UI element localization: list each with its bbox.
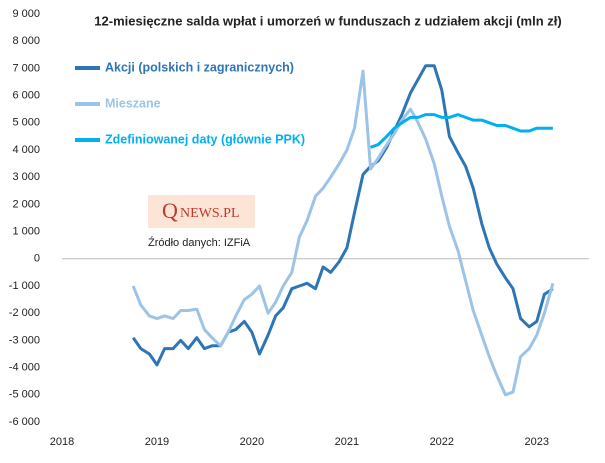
x-tick-label: 2020 — [240, 436, 264, 448]
y-tick-label: 4 000 — [12, 144, 40, 156]
source-note: Źródło danych: IZFiA — [148, 236, 251, 249]
y-tick-label: -1 000 — [9, 280, 40, 292]
y-tick-label: -2 000 — [9, 307, 40, 319]
x-tick-label: 2018 — [50, 436, 74, 448]
legend-label: Zdefiniowanej daty (głównie PPK) — [105, 132, 305, 146]
x-tick-label: 2021 — [335, 436, 359, 448]
logo-initial: Q — [162, 198, 178, 223]
x-tick-label: 2023 — [525, 436, 549, 448]
series-line — [131, 69, 555, 397]
legend-label: Mieszane — [105, 96, 161, 110]
y-tick-label: 9 000 — [12, 8, 40, 20]
series-line — [370, 113, 553, 149]
y-tick-label: 0 — [34, 253, 40, 265]
logo-text: NEWS.PL — [180, 206, 240, 221]
y-tick-label: 3 000 — [12, 171, 40, 183]
x-tick-label: 2019 — [145, 436, 169, 448]
logo-box — [148, 195, 255, 228]
y-tick-label: 8 000 — [12, 35, 40, 47]
y-tick-label: -5 000 — [9, 389, 40, 401]
y-tick-label: -6 000 — [9, 416, 40, 428]
y-tick-label: 5 000 — [12, 117, 40, 129]
y-tick-label: 6 000 — [12, 90, 40, 102]
y-tick-label: 2 000 — [12, 198, 40, 210]
y-tick-label: -3 000 — [9, 334, 40, 346]
y-tick-label: 7 000 — [12, 62, 40, 74]
series-line — [131, 64, 554, 367]
y-tick-label: -4 000 — [9, 362, 40, 374]
chart-title: 12-miesięczne salda wpłat i umorzeń w fu… — [94, 13, 561, 28]
y-tick-label: 1 000 — [12, 226, 40, 238]
legend-label: Akcji (polskich i zagranicznych) — [105, 60, 294, 74]
x-tick-label: 2022 — [430, 436, 454, 448]
